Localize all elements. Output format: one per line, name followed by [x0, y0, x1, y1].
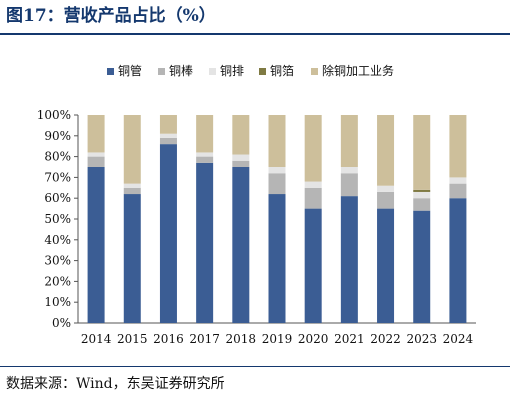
x-tick-label: 2024 — [443, 332, 474, 346]
legend-label: 铜管 — [118, 63, 142, 78]
y-tick-label: 20% — [44, 274, 71, 288]
bar-segment — [232, 154, 250, 161]
bar-segment — [413, 210, 431, 323]
bar-segment — [449, 183, 467, 199]
bar-segment — [304, 187, 322, 209]
source-rule — [0, 366, 510, 367]
x-tick-label: 2017 — [189, 332, 220, 346]
bar-segment — [340, 167, 358, 174]
bar-segment — [123, 187, 141, 195]
bar-segment — [377, 191, 395, 209]
bar-segment — [159, 115, 177, 134]
legend-swatch — [158, 68, 165, 75]
y-tick-label: 60% — [44, 191, 71, 205]
bar-segment — [159, 133, 177, 138]
bar-segment — [340, 115, 358, 167]
x-tick-label: 2019 — [262, 332, 293, 346]
x-tick-label: 2014 — [81, 332, 112, 346]
bar-segment — [87, 115, 105, 153]
bar-segment — [340, 196, 358, 323]
bar-segment — [87, 167, 105, 323]
bar-segment — [232, 167, 250, 323]
bar-segment — [377, 208, 395, 323]
bar-segment — [159, 144, 177, 323]
bar-segment — [123, 183, 141, 188]
legend-swatch — [311, 68, 318, 75]
bar-segment — [196, 152, 214, 157]
chart-title: 图17：营收产品占比（%） — [6, 6, 216, 26]
legend-label: 铜棒 — [169, 63, 193, 78]
bar-segment — [268, 115, 286, 167]
y-tick-label: 10% — [44, 295, 71, 309]
y-tick-label: 70% — [44, 170, 71, 184]
bar-segment — [87, 156, 105, 167]
bar-segment — [268, 194, 286, 323]
legend-swatch — [259, 68, 266, 75]
bar-segment — [196, 156, 214, 163]
bar-segment — [449, 177, 467, 184]
bar-segment — [123, 115, 141, 184]
x-tick-label: 2015 — [117, 332, 148, 346]
bar-segment — [449, 115, 467, 178]
y-tick-label: 100% — [37, 108, 71, 122]
bar-segment — [304, 208, 322, 323]
legend-label: 铜排 — [220, 63, 244, 78]
x-tick-label: 2018 — [226, 332, 257, 346]
legend-label: 除铜加工业务 — [322, 63, 394, 78]
y-tick-label: 90% — [44, 129, 71, 143]
x-tick-label: 2020 — [298, 332, 329, 346]
x-tick-label: 2016 — [153, 332, 184, 346]
legend-swatch — [209, 68, 216, 75]
legend-swatch — [107, 68, 114, 75]
bar-segment — [377, 185, 395, 192]
stacked-bar-chart: 铜管 铜棒 铜排 铜箔 除铜加工业务 0% 10% 20% 30% 40% 50% 60% 70% 80%… — [37, 63, 476, 346]
bar-segment — [413, 115, 431, 190]
bar-segment — [413, 191, 431, 199]
bar-segment — [449, 198, 467, 323]
legend-label: 铜箔 — [270, 63, 294, 78]
x-tick-label: 2021 — [334, 332, 365, 346]
bar-segment — [413, 189, 431, 192]
bar-segment — [159, 137, 177, 145]
y-tick-label: 40% — [44, 233, 71, 247]
bar-segment — [123, 194, 141, 323]
y-tick-label: 80% — [44, 150, 71, 164]
bar-segment — [196, 115, 214, 153]
y-tick-label: 0% — [52, 316, 71, 330]
bar-segment — [413, 198, 431, 211]
bar-segment — [340, 173, 358, 197]
bar-segment — [232, 160, 250, 167]
bar-segment — [87, 152, 105, 157]
y-tick-label: 30% — [44, 254, 71, 268]
title-rule — [0, 33, 510, 35]
y-tick-label: 50% — [44, 212, 71, 226]
x-tick-label: 2022 — [370, 332, 401, 346]
bar-segment — [268, 173, 286, 195]
bar-segment — [377, 115, 395, 186]
bar-segment — [268, 167, 286, 174]
bar-segment — [304, 115, 322, 182]
bar-segment — [196, 162, 214, 323]
x-tick-label: 2023 — [406, 332, 437, 346]
bar-segment — [304, 181, 322, 188]
source-note: 数据来源：Wind，东吴证券研究所 — [6, 376, 225, 392]
bar-segment — [232, 115, 250, 155]
